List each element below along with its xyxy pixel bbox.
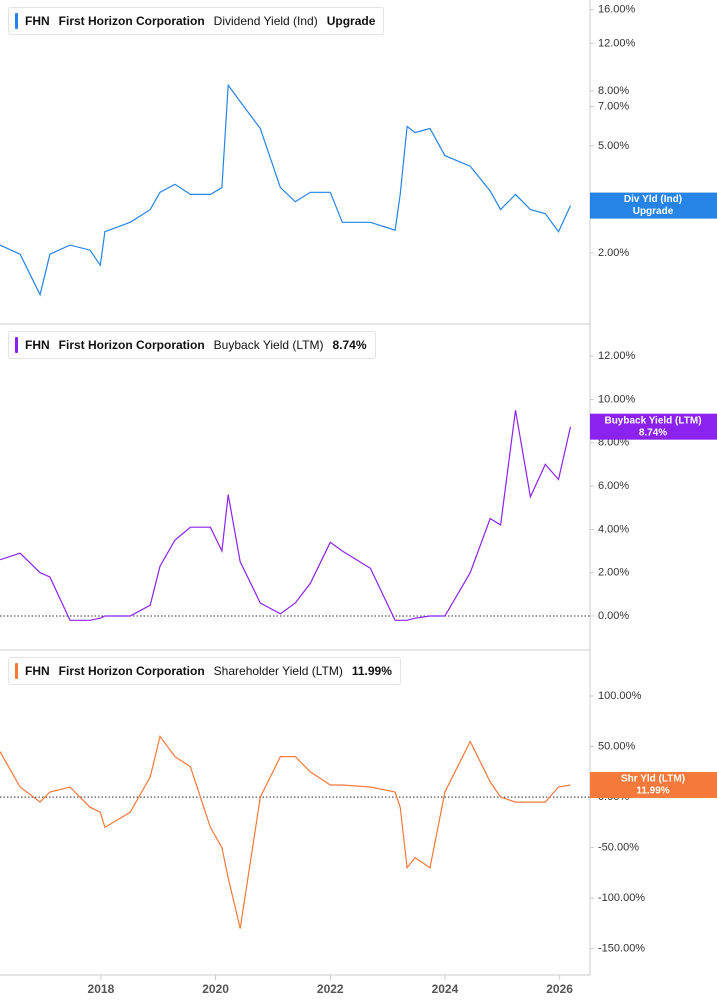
chart-header: FHN First Horizon Corporation Dividend Yie… [8, 7, 385, 35]
legend-swatch [15, 663, 18, 679]
y-tick-label: 2.00% [598, 247, 629, 259]
legend-swatch [15, 337, 18, 353]
series-line [0, 83, 572, 297]
series-line [0, 410, 572, 621]
y-tick-label: 5.00% [598, 140, 629, 152]
legend-swatch [15, 13, 18, 29]
x-tick-label: 2026 [546, 982, 573, 996]
company: First Horizon Corporation [58, 664, 205, 678]
last-value: 11.99% [351, 664, 392, 678]
last-value: Upgrade [326, 14, 376, 28]
company: First Horizon Corporation [58, 338, 205, 352]
ticker: FHN [25, 14, 50, 28]
x-tick-label: 2018 [88, 982, 115, 996]
y-tick-label: 12.00% [598, 37, 636, 49]
x-tick-label: 2024 [432, 982, 459, 996]
y-tick-label: 2.00% [598, 567, 629, 579]
badge-value: 8.74% [639, 427, 667, 438]
y-tick-label: 12.00% [598, 350, 636, 362]
ticker: FHN [25, 664, 50, 678]
ticker: FHN [25, 338, 50, 352]
x-tick-label: 2020 [202, 982, 229, 996]
y-tick-label: 50.00% [598, 740, 636, 752]
y-tick-label: 8.00% [598, 85, 629, 97]
chart-header: FHN First Horizon Corporation Buyback Yiel… [8, 331, 376, 359]
value-badge [590, 771, 717, 798]
badge-value: 11.99% [636, 786, 669, 797]
y-tick-label: -150.00% [598, 943, 645, 955]
y-tick-label: 0.00% [598, 610, 629, 622]
last-value: 8.74% [332, 338, 367, 352]
series-line [0, 735, 571, 929]
value-badge [590, 413, 717, 440]
y-tick-label: 4.00% [598, 523, 629, 535]
series-name: Shareholder Yield (LTM) [213, 664, 343, 678]
y-tick-label: 6.00% [598, 480, 629, 492]
y-tick-label: 16.00% [598, 4, 636, 16]
company: First Horizon Corporation [58, 14, 205, 28]
y-tick-label: 7.00% [598, 100, 629, 112]
y-tick-label: -100.00% [598, 892, 645, 904]
badge-label: Buyback Yield (LTM) [604, 415, 701, 426]
series-name: Dividend Yield (Ind) [213, 14, 318, 28]
series-name: Buyback Yield (LTM) [213, 338, 324, 352]
x-tick-label: 2022 [317, 982, 344, 996]
badge-label: Div Yld (Ind) [624, 194, 682, 205]
y-tick-label: 10.00% [598, 393, 636, 405]
chart-header: FHN First Horizon Corporation Shareholder … [8, 657, 401, 685]
badge-label: Shr Yld (LTM) [621, 774, 685, 785]
y-tick-label: -50.00% [598, 842, 639, 854]
value-badge [590, 192, 717, 219]
y-tick-label: 100.00% [598, 690, 642, 702]
badge-value: Upgrade [633, 206, 674, 217]
